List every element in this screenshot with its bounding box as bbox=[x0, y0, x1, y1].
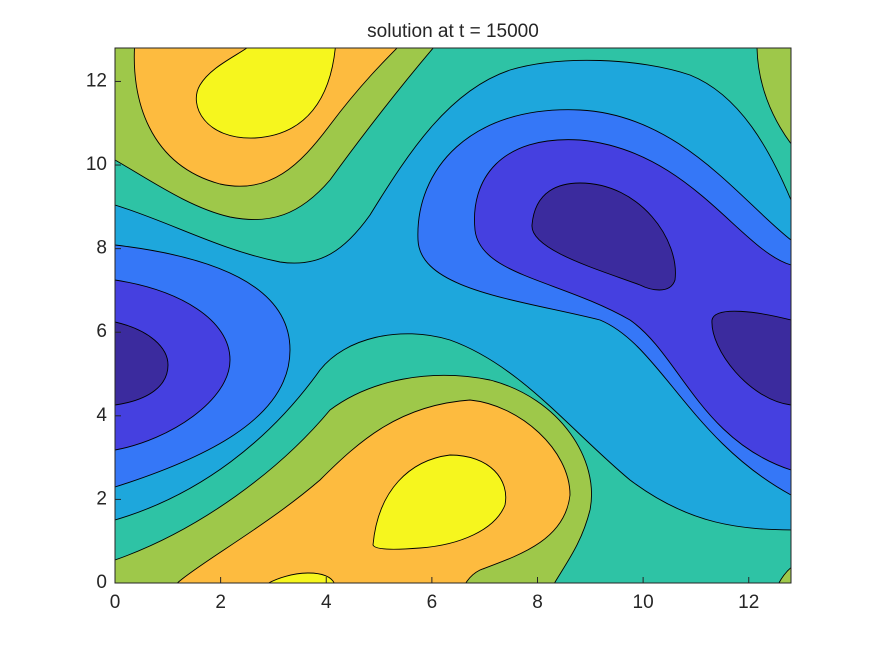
y-tick-label: 12 bbox=[86, 70, 107, 91]
contour-region bbox=[531, 182, 676, 291]
x-tick-label: 2 bbox=[215, 592, 226, 613]
y-tick-label: 8 bbox=[96, 238, 107, 259]
x-tick-label: 12 bbox=[738, 592, 759, 613]
x-tick-label: 8 bbox=[532, 592, 543, 613]
y-tick-label: 0 bbox=[96, 572, 107, 593]
contour-region bbox=[195, 48, 336, 139]
chart-title: solution at t = 15000 bbox=[367, 21, 539, 42]
contour-region bbox=[756, 48, 791, 145]
x-tick-label: 4 bbox=[321, 592, 332, 613]
contour-region bbox=[115, 321, 169, 406]
x-tick-label: 0 bbox=[110, 592, 121, 613]
contour-region bbox=[115, 279, 231, 451]
x-tick-label: 6 bbox=[427, 592, 438, 613]
axes-box bbox=[114, 47, 792, 584]
y-tick-label: 10 bbox=[86, 154, 107, 175]
y-tick-label: 2 bbox=[96, 488, 107, 509]
contour-region bbox=[267, 572, 335, 583]
y-tick-label: 6 bbox=[96, 321, 107, 342]
contour-region bbox=[711, 310, 791, 406]
contour-region bbox=[176, 399, 571, 583]
y-tick-label: 4 bbox=[96, 405, 107, 426]
contour-region bbox=[778, 566, 791, 583]
contour-region bbox=[372, 454, 507, 550]
x-tick-label: 10 bbox=[633, 592, 654, 613]
contour-field bbox=[115, 48, 791, 583]
